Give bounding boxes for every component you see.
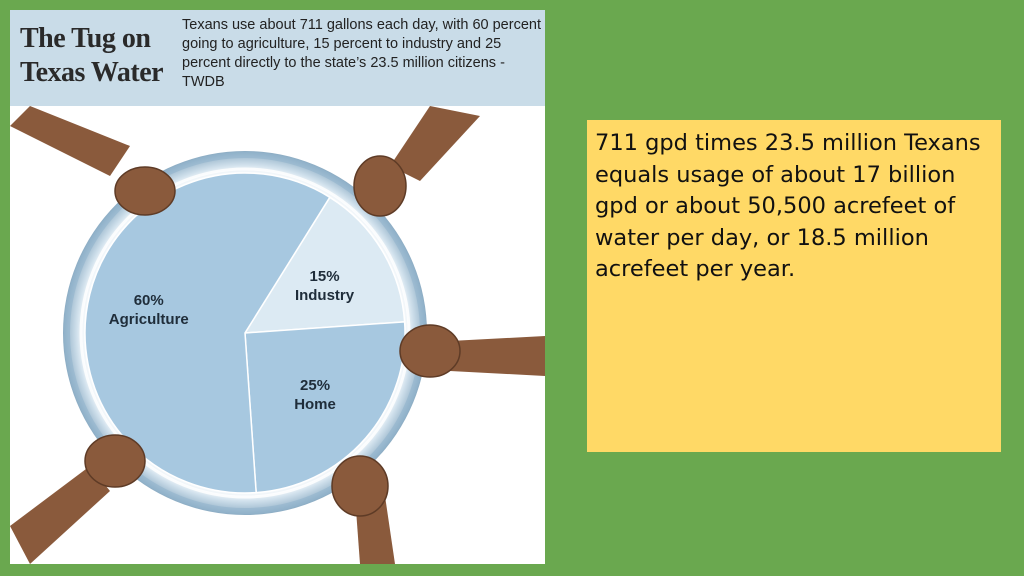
pie-slice-industry bbox=[243, 196, 406, 334]
pie-label-percent-industry: 15% bbox=[310, 268, 340, 285]
infographic-header: The Tug on Texas Water Texans use about … bbox=[10, 10, 545, 106]
hand-bottom-left bbox=[10, 434, 146, 564]
pie-label-name-home: Home bbox=[294, 396, 336, 413]
pie-chart: 15% Industry 25% Home 60% Agriculture bbox=[10, 106, 545, 564]
pie-label-name-agriculture: Agriculture bbox=[109, 311, 189, 328]
hand-right bbox=[399, 324, 545, 378]
infographic-title: The Tug on Texas Water bbox=[20, 22, 170, 90]
pie-label-percent-agriculture: 60% bbox=[134, 292, 164, 309]
pie-label-percent-home: 25% bbox=[300, 377, 330, 394]
title-line-1: The Tug on bbox=[20, 23, 151, 54]
infographic: The Tug on Texas Water Texans use about … bbox=[10, 10, 545, 564]
note-text: 711 gpd times 23.5 million Texans equals… bbox=[595, 130, 981, 282]
pie-slice-agriculture bbox=[84, 172, 331, 494]
hand-top-left bbox=[10, 106, 176, 216]
pie-label-name-industry: Industry bbox=[295, 287, 355, 304]
hand-bottom bbox=[331, 455, 395, 564]
title-line-2: Texas Water bbox=[20, 57, 164, 88]
hand-top-right bbox=[353, 106, 480, 217]
infographic-caption: Texans use about 711 gallons each day, w… bbox=[182, 17, 541, 90]
note-box: 711 gpd times 23.5 million Texans equals… bbox=[587, 120, 1001, 452]
